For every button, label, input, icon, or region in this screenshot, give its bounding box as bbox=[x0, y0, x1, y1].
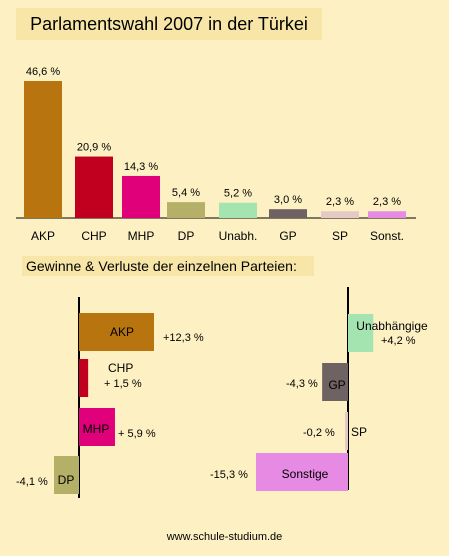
change-bar bbox=[256, 453, 348, 491]
change-label: + 5,9 % bbox=[118, 428, 156, 440]
data-label: 5,2 % bbox=[224, 188, 252, 200]
change-label: -0,2 % bbox=[303, 427, 335, 439]
data-label: 2,3 % bbox=[326, 196, 354, 208]
party-label: GP bbox=[328, 378, 345, 392]
party-label: CHP bbox=[108, 361, 133, 375]
change-bar bbox=[79, 313, 154, 351]
bar-chp bbox=[75, 156, 113, 218]
bar-unabh bbox=[219, 202, 257, 218]
change-label: + 1,5 % bbox=[104, 378, 142, 390]
data-label: 2,3 % bbox=[373, 196, 401, 208]
data-label: 20,9 % bbox=[77, 142, 111, 154]
change-bar bbox=[79, 408, 115, 446]
party-label: Unabhängige bbox=[356, 319, 428, 333]
change-bar bbox=[79, 359, 89, 397]
tick-label: Unabh. bbox=[219, 229, 258, 243]
bar-mhp bbox=[122, 175, 160, 218]
data-label: 5,4 % bbox=[172, 187, 200, 199]
change-bar bbox=[54, 456, 79, 494]
party-label: AKP bbox=[110, 325, 134, 339]
party-label: DP bbox=[58, 473, 75, 487]
change-bar bbox=[348, 314, 374, 352]
tick-label: Sonst. bbox=[370, 229, 404, 243]
change-label: +12,3 % bbox=[163, 332, 204, 344]
tick-label: DP bbox=[178, 229, 195, 243]
party-label: SP bbox=[351, 425, 367, 439]
tick-label: SP bbox=[332, 229, 348, 243]
bar-sp bbox=[321, 211, 359, 218]
party-label: MHP bbox=[83, 422, 110, 436]
party-label: Sonstige bbox=[282, 467, 329, 481]
data-label: 46,6 % bbox=[26, 66, 60, 78]
bar-gp bbox=[269, 209, 307, 218]
change-bar bbox=[345, 412, 348, 450]
section-subtitle: Gewinne & Verluste der einzelnen Parteie… bbox=[22, 256, 314, 276]
source-footer: www.schule-studium.de bbox=[166, 531, 283, 543]
data-label: 3,0 % bbox=[274, 194, 302, 206]
change-label: -4,3 % bbox=[286, 378, 318, 390]
bar-akp bbox=[24, 81, 62, 218]
tick-label: MHP bbox=[128, 229, 155, 243]
tick-label: GP bbox=[279, 229, 296, 243]
bar-sonst bbox=[368, 211, 406, 218]
change-label: -15,3 % bbox=[210, 469, 248, 481]
tick-label: CHP bbox=[81, 229, 106, 243]
bar-dp bbox=[167, 202, 205, 218]
change-bar bbox=[322, 363, 348, 401]
change-label: +4,2 % bbox=[381, 335, 416, 347]
change-label: -4,1 % bbox=[16, 476, 48, 488]
tick-label: AKP bbox=[31, 229, 55, 243]
chart-title: Parlamentswahl 2007 in der Türkei bbox=[16, 8, 322, 40]
data-label: 14,3 % bbox=[124, 161, 158, 173]
